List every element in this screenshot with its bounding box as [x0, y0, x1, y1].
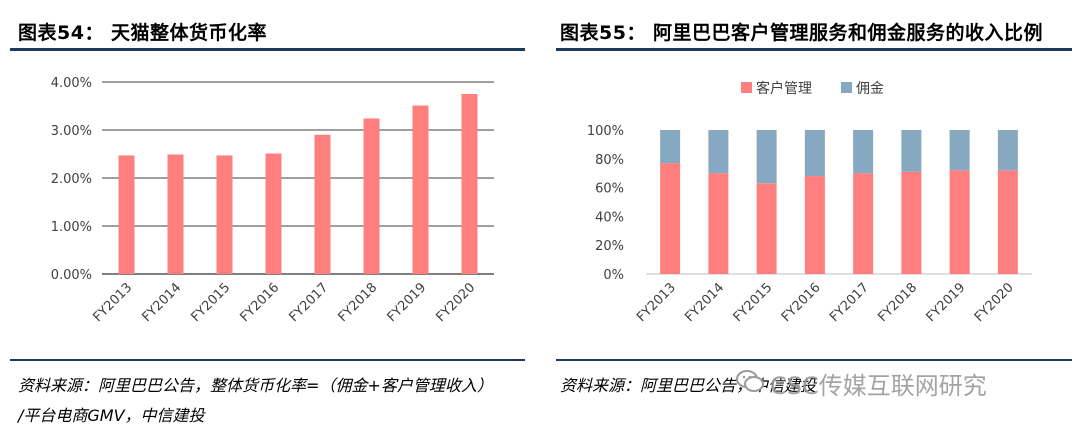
legend-label: 客户管理: [756, 80, 812, 97]
legend-label: 佣金: [856, 81, 884, 97]
bar: [412, 105, 429, 274]
x-tick-label: FY2020: [972, 280, 1017, 325]
bar-commission: [804, 130, 825, 177]
y-tick-label: 60%: [595, 182, 624, 197]
bar-commission: [853, 130, 874, 174]
source-divider-left: [10, 359, 525, 361]
monetization-rate-chart: 0.00%1.00%2.00%3.00%4.00%FY2013 FY2014 FY2…: [51, 76, 494, 325]
x-tick-label: FY2015: [188, 280, 233, 325]
bar: [461, 94, 478, 274]
chart-right-title: 图表55： 阿里巴巴客户管理服务和佣金服务的收入比例: [560, 22, 1044, 44]
y-tick-label: 40%: [595, 210, 624, 225]
y-tick-label: 0%: [603, 268, 624, 283]
y-tick-label: 3.00%: [51, 124, 92, 139]
x-tick-label: FY2017: [827, 280, 872, 325]
y-tick-label: 2.00%: [51, 172, 92, 187]
x-tick-label: FY2018: [335, 280, 380, 325]
bar: [265, 153, 282, 274]
bar-customer-mgmt: [853, 173, 874, 274]
watermark: CSC传媒互联网研究: [770, 372, 987, 400]
bar: [363, 118, 380, 274]
source-divider-right: [556, 359, 1072, 361]
bar-commission: [708, 130, 729, 174]
bar-customer-mgmt: [804, 176, 825, 274]
bar-commission: [997, 130, 1018, 171]
y-tick-label: 4.00%: [51, 76, 92, 91]
bar: [118, 155, 135, 274]
title-divider-left: [10, 48, 525, 51]
bar: [314, 134, 331, 274]
legend-swatch: [841, 82, 852, 93]
y-tick-label: 80%: [595, 153, 624, 168]
x-tick-label: FY2018: [875, 280, 920, 325]
x-tick-label: FY2017: [286, 280, 331, 325]
x-tick-label: FY2015: [731, 280, 776, 325]
chart-left-title: 图表54： 天猫整体货币化率: [18, 22, 268, 44]
y-tick-label: 0.00%: [51, 268, 92, 283]
y-tick-label: 20%: [595, 239, 624, 254]
bar-commission: [660, 130, 681, 164]
x-tick-label: FY2020: [433, 280, 478, 325]
x-tick-label: FY2019: [384, 280, 429, 325]
bar-commission: [756, 130, 777, 184]
x-tick-label: FY2013: [90, 280, 135, 325]
bar-customer-mgmt: [756, 183, 777, 274]
title-divider-right: [556, 48, 1072, 51]
source-note-left-line1: 资料来源：阿里巴巴公告，整体货币化率=（佣金+客户管理收入）: [18, 376, 493, 395]
bar-customer-mgmt: [660, 163, 681, 274]
bar-customer-mgmt: [949, 170, 970, 274]
bar-commission: [949, 130, 970, 171]
bar-commission: [901, 130, 922, 172]
revenue-share-chart: 客户管理 佣金0%20%40%60%80%100%FY2013 FY2014 FY20…: [587, 80, 1032, 325]
y-tick-label: 100%: [587, 124, 624, 139]
wechat-icon: [736, 370, 764, 392]
x-tick-label: FY2013: [634, 280, 679, 325]
y-tick-label: 1.00%: [51, 220, 92, 235]
x-tick-label: FY2016: [237, 280, 282, 325]
x-tick-label: FY2014: [139, 280, 184, 325]
x-tick-label: FY2014: [682, 280, 727, 325]
x-tick-label: FY2019: [924, 280, 969, 325]
bar-customer-mgmt: [708, 173, 729, 274]
bar-customer-mgmt: [997, 170, 1018, 274]
x-tick-label: FY2016: [779, 280, 824, 325]
bar: [167, 154, 184, 274]
bar: [216, 155, 233, 274]
source-note-left-line2: /平台电商GMV，中信建投: [18, 406, 205, 425]
bar-customer-mgmt: [901, 171, 922, 274]
legend-swatch: [741, 82, 752, 93]
